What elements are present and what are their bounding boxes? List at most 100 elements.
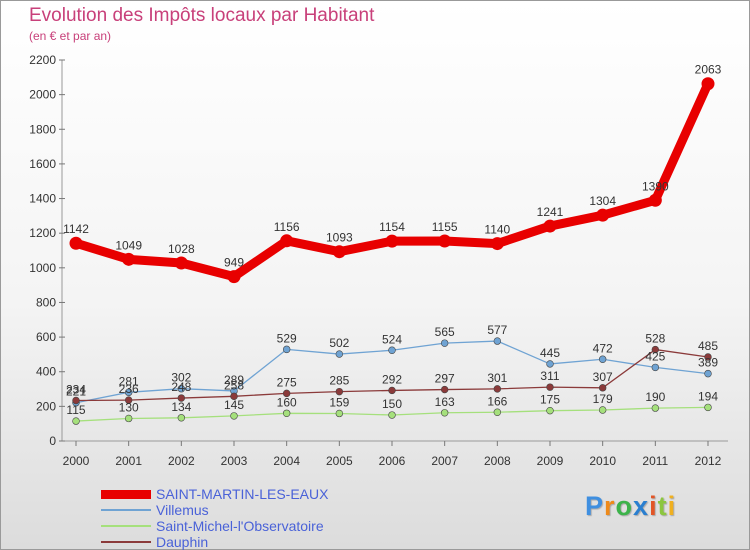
data-label: 529 bbox=[277, 331, 297, 345]
data-point bbox=[282, 409, 291, 417]
data-point bbox=[388, 346, 396, 354]
data-point bbox=[704, 369, 712, 378]
data-point bbox=[493, 385, 502, 393]
data-point bbox=[596, 208, 610, 222]
data-label: 221 bbox=[66, 385, 86, 399]
data-label: 565 bbox=[435, 325, 455, 339]
data-point bbox=[72, 417, 80, 425]
data-label: 234 bbox=[66, 382, 86, 396]
data-point bbox=[648, 193, 662, 207]
data-label: 2063 bbox=[695, 63, 722, 77]
data-label: 1304 bbox=[589, 194, 616, 208]
y-tick-label: 1000 bbox=[29, 261, 56, 275]
data-label: 179 bbox=[593, 392, 613, 406]
data-label: 528 bbox=[645, 332, 665, 346]
legend-item: SAINT-MARTIN-LES-EAUX bbox=[101, 486, 328, 502]
data-point bbox=[335, 387, 344, 396]
data-label: 190 bbox=[645, 390, 665, 404]
data-label: 1049 bbox=[115, 238, 142, 252]
data-point bbox=[543, 219, 557, 233]
data-point bbox=[227, 270, 241, 284]
line-chart: 0 200 400 600 800 1000 1200 1400 1600 1800 2000 220… bbox=[29, 53, 728, 468]
data-point bbox=[440, 339, 449, 347]
data-label: 307 bbox=[593, 370, 613, 384]
x-tick-label: 2012 bbox=[695, 454, 722, 468]
data-label: 248 bbox=[171, 380, 191, 394]
data-point bbox=[651, 404, 660, 412]
legend-item: Saint-Michel-l'Observatoire bbox=[101, 518, 328, 534]
data-label: 1154 bbox=[379, 220, 405, 234]
data-label: 1390 bbox=[642, 179, 669, 193]
data-point bbox=[282, 345, 291, 354]
data-label: 949 bbox=[224, 256, 244, 270]
data-point bbox=[438, 234, 452, 248]
data-label: 1142 bbox=[63, 222, 89, 236]
y-tick-label: 600 bbox=[36, 330, 56, 344]
legend-swatch bbox=[101, 541, 151, 543]
data-point bbox=[546, 360, 554, 368]
legend-swatch bbox=[101, 489, 151, 499]
data-label: 130 bbox=[119, 400, 139, 414]
y-tick-label: 800 bbox=[36, 295, 56, 309]
data-point bbox=[704, 353, 712, 361]
data-label: 285 bbox=[329, 374, 349, 388]
data-point bbox=[122, 252, 136, 266]
data-point bbox=[493, 337, 502, 345]
legend-label: SAINT-MARTIN-LES-EAUX bbox=[156, 486, 329, 502]
data-label: 163 bbox=[435, 395, 455, 409]
y-tick-label: 200 bbox=[36, 399, 56, 413]
data-point bbox=[490, 237, 504, 251]
data-point bbox=[651, 345, 660, 354]
data-point bbox=[493, 408, 502, 416]
x-tick-label: 2010 bbox=[589, 454, 616, 468]
data-point bbox=[388, 411, 396, 419]
x-tick-label: 2008 bbox=[484, 454, 511, 468]
legend: SAINT-MARTIN-LES-EAUX Villemus Saint-Miche… bbox=[101, 486, 328, 550]
data-label: 1140 bbox=[484, 223, 510, 237]
data-point bbox=[174, 256, 188, 270]
chart-subtitle: (en € et par an) bbox=[29, 29, 112, 43]
x-tick-label: 2006 bbox=[379, 454, 406, 468]
x-tick-label: 2007 bbox=[431, 454, 458, 468]
data-label: 150 bbox=[382, 397, 402, 411]
data-label: 301 bbox=[487, 371, 507, 385]
x-tick-label: 2011 bbox=[642, 454, 668, 468]
data-label: 297 bbox=[435, 372, 455, 386]
data-label: 275 bbox=[277, 375, 297, 389]
data-point bbox=[177, 394, 186, 402]
y-tick-label: 2000 bbox=[29, 88, 56, 102]
data-point bbox=[546, 383, 554, 391]
data-label: 145 bbox=[224, 398, 244, 412]
x-tick-label: 2009 bbox=[537, 454, 564, 468]
legend-label: Dauphin bbox=[156, 534, 209, 550]
data-point bbox=[335, 409, 344, 418]
data-label: 485 bbox=[698, 339, 718, 353]
data-point bbox=[598, 406, 607, 414]
x-tick-label: 2005 bbox=[326, 454, 353, 468]
data-point bbox=[177, 414, 186, 422]
y-tick-label: 1200 bbox=[29, 226, 56, 240]
y-tick-label: 0 bbox=[49, 434, 56, 448]
data-label: 577 bbox=[487, 323, 507, 337]
data-point bbox=[280, 234, 294, 248]
y-tick-label: 400 bbox=[36, 365, 56, 379]
data-point bbox=[651, 363, 660, 372]
data-point bbox=[282, 389, 291, 398]
data-point bbox=[440, 385, 449, 394]
data-point bbox=[598, 355, 607, 363]
x-tick-label: 2004 bbox=[273, 454, 300, 468]
data-point bbox=[388, 386, 396, 395]
data-label: 311 bbox=[540, 369, 559, 383]
legend-swatch bbox=[101, 509, 151, 511]
data-label: 166 bbox=[487, 394, 507, 408]
data-point bbox=[704, 403, 712, 412]
y-tick-label: 1400 bbox=[29, 192, 56, 206]
data-label: 1241 bbox=[537, 205, 564, 219]
data-point bbox=[69, 236, 83, 250]
data-point bbox=[72, 396, 80, 405]
data-point bbox=[124, 388, 133, 397]
legend-item: Dauphin bbox=[101, 534, 328, 550]
legend-label: Saint-Michel-l'Observatoire bbox=[156, 518, 324, 534]
legend-label: Villemus bbox=[156, 502, 209, 518]
